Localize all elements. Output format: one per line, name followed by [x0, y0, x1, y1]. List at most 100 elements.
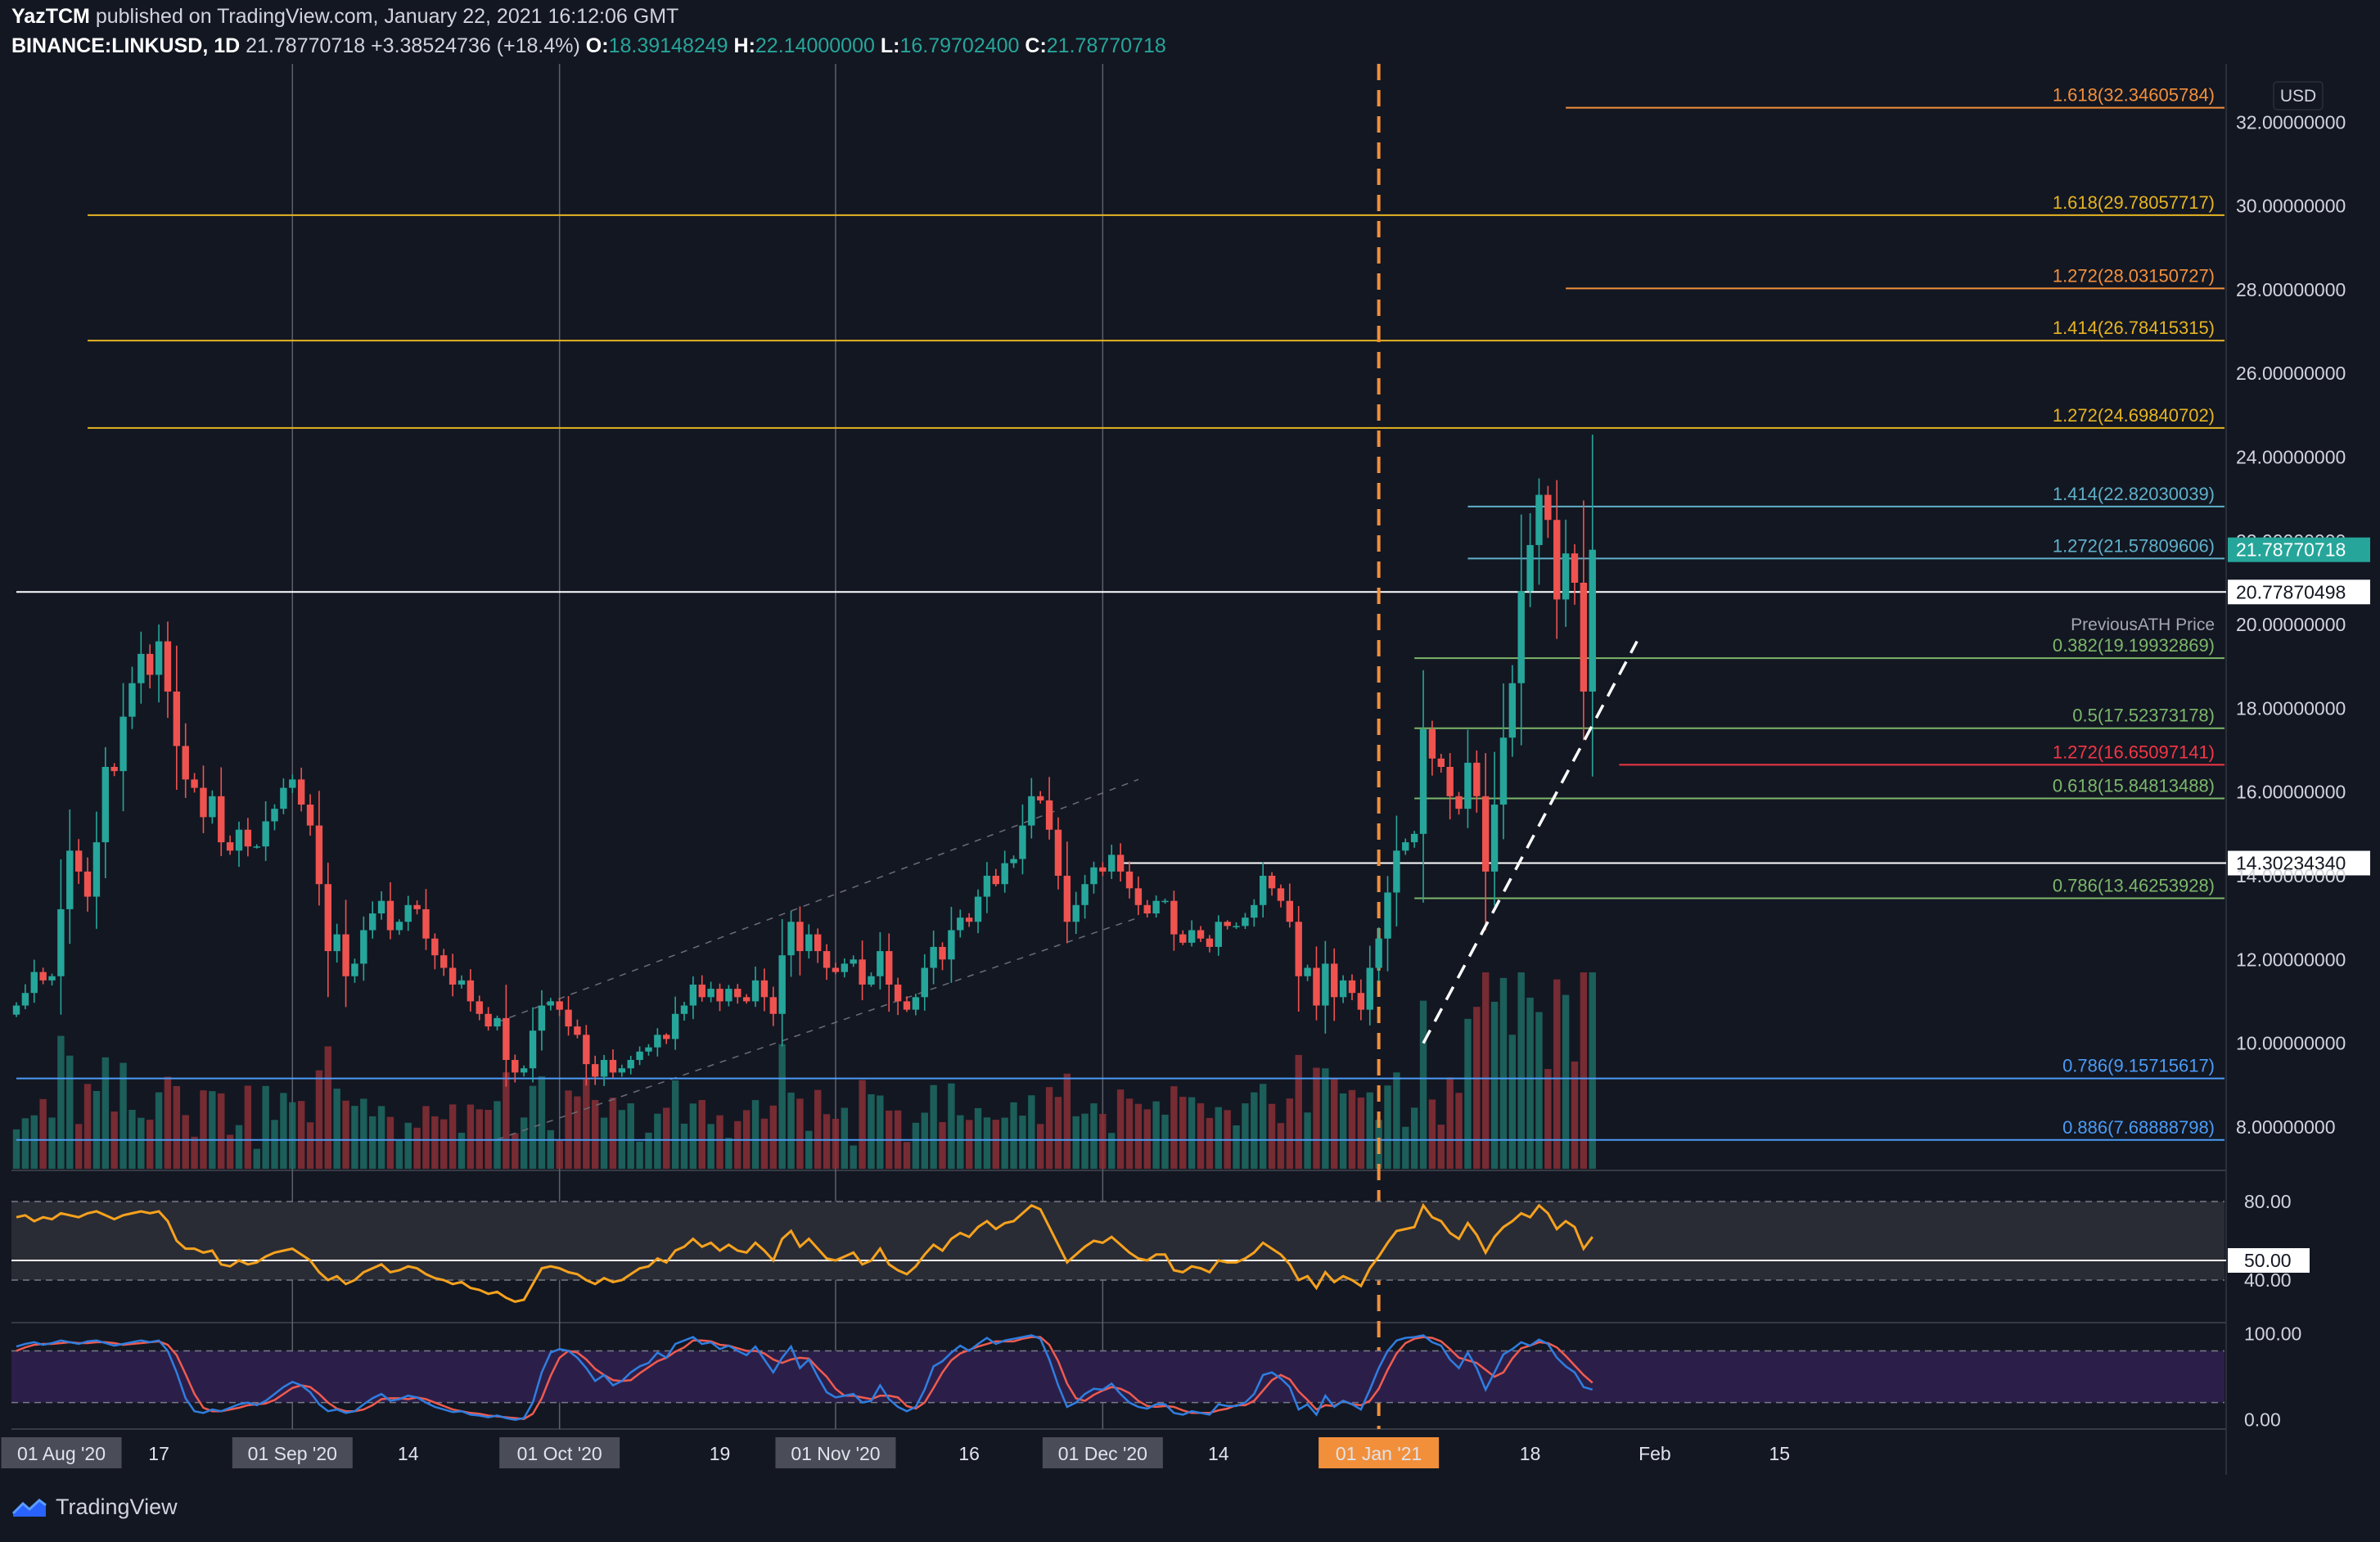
candle-body [1464, 762, 1472, 809]
candle-body [377, 900, 385, 914]
candle-body [1081, 884, 1089, 905]
volume-bar [253, 1148, 260, 1169]
candle-body [1125, 871, 1134, 889]
volume-bar [547, 1129, 554, 1169]
candle-body [1224, 922, 1231, 927]
candle-body [1054, 829, 1062, 876]
candle-body [1206, 938, 1214, 947]
symbol-name[interactable]: BINANCE:LINKUSD, 1D [11, 34, 241, 57]
candle-body [609, 1060, 617, 1073]
volume-bar [377, 1106, 385, 1169]
candle-body [707, 989, 714, 998]
volume-bar [1081, 1113, 1089, 1169]
candle-body [1571, 553, 1579, 583]
volume-bar [244, 1085, 252, 1169]
candle-body [805, 934, 813, 952]
volume-bar [182, 1115, 189, 1169]
fib-level-label: 1.272(16.65097141) [2053, 742, 2215, 762]
volume-bar [1508, 1035, 1517, 1169]
volume-bar [538, 1076, 546, 1169]
candle-body [324, 884, 331, 952]
volume-bar [1179, 1097, 1187, 1169]
volume-bar [680, 1123, 688, 1169]
candle-body [886, 951, 893, 985]
candle-body [485, 1013, 492, 1027]
candle-body [716, 989, 723, 1002]
candle-body [796, 922, 804, 952]
volume-bar [1535, 1012, 1543, 1169]
candle-body [1482, 796, 1490, 872]
candle-body [48, 976, 56, 981]
candle-body [1108, 854, 1116, 872]
volume-bar [1437, 1125, 1445, 1169]
volume-bar [734, 1120, 741, 1169]
candle-body [1499, 737, 1508, 805]
volume-bar [609, 1098, 617, 1169]
volume-bar [289, 1102, 296, 1169]
candle-body [101, 767, 109, 843]
volume-bar [1001, 1117, 1008, 1169]
volume-bar [369, 1116, 376, 1169]
candle-body [30, 972, 38, 994]
candle-body [146, 653, 154, 675]
candle-body [360, 930, 367, 964]
time-axis-date-box [775, 1437, 896, 1468]
candle-body [1215, 922, 1222, 947]
volume-bar [83, 1084, 92, 1169]
candle-body [574, 1026, 581, 1035]
candle-body [814, 934, 822, 952]
volume-bar [1490, 1001, 1499, 1169]
candle-body [600, 1060, 608, 1077]
volume-bar [1206, 1117, 1214, 1169]
candle-body [1152, 900, 1160, 914]
candle-body [1339, 980, 1347, 998]
previous-ath-label: PreviousATH Price [2071, 615, 2215, 634]
time-axis-label: 14 [1208, 1443, 1229, 1464]
time-axis-date-box [499, 1437, 620, 1468]
tradingview-brand[interactable]: TradingView [11, 1495, 178, 1520]
volume-bar [458, 1132, 466, 1169]
candle-body [386, 900, 394, 931]
candle-body [1260, 875, 1267, 905]
volume-bar [173, 1085, 181, 1169]
candle-body [583, 1035, 590, 1065]
candle-body [832, 967, 840, 972]
last-price-label: 21.78770718 [2236, 539, 2346, 561]
fib-level-label: 1.618(32.34605784) [2053, 85, 2215, 106]
candle-body [636, 1051, 643, 1061]
candle-body [760, 980, 769, 998]
candle-body [1170, 900, 1178, 935]
volume-bar [912, 1122, 920, 1169]
publisher-name[interactable]: YazTCM [11, 5, 90, 28]
candle-body [1366, 967, 1373, 1010]
volume-bar [1108, 1133, 1116, 1169]
fib-level-label: 1.618(29.78057717) [2053, 192, 2215, 213]
rsi-value-label: 50.00 [2244, 1250, 2292, 1271]
volume-bar [1090, 1103, 1098, 1169]
candle-body [173, 691, 181, 746]
volume-bar [164, 1076, 172, 1169]
price-axis-tick: 20.00000000 [2236, 614, 2346, 635]
price-axis-tick: 24.00000000 [2236, 447, 2346, 468]
volume-bar [716, 1115, 723, 1169]
candle-body [627, 1060, 634, 1069]
candle-body [698, 984, 705, 998]
volume-bar [1410, 1107, 1418, 1169]
candle-body [592, 1064, 599, 1077]
volume-bar [315, 1070, 323, 1169]
price-axis-tick: 18.00000000 [2236, 697, 2346, 719]
candle-body [1143, 904, 1151, 914]
brand-name: TradingView [56, 1495, 178, 1519]
volume-bar [92, 1090, 101, 1169]
candle-body [333, 934, 340, 952]
volume-bar [1517, 972, 1525, 1169]
candle-body [200, 787, 207, 818]
candle-body [74, 850, 83, 872]
volume-bar [841, 1107, 849, 1169]
candle-body [119, 716, 127, 772]
candle-body [92, 842, 101, 897]
volume-bar [965, 1120, 973, 1169]
candle-body [529, 1030, 537, 1069]
volume-bar [859, 1080, 866, 1169]
